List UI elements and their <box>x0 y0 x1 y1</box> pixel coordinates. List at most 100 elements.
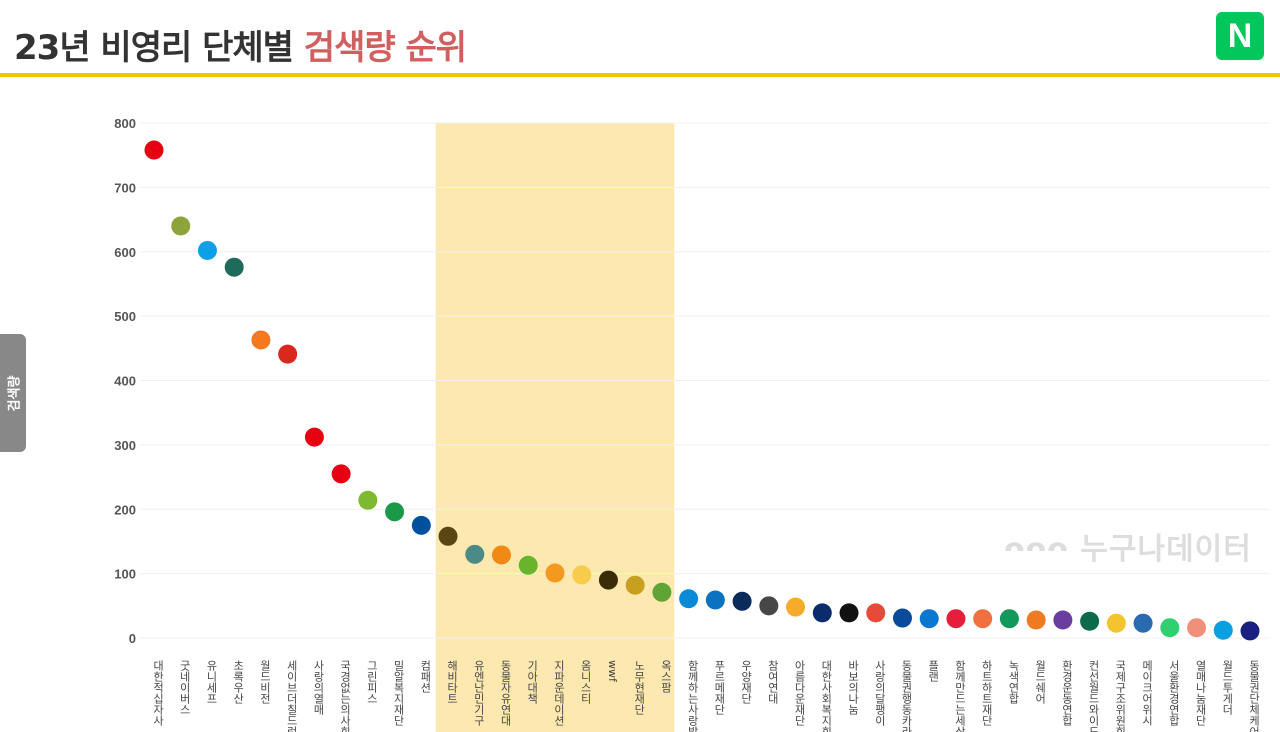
x-tick-label: 서울환경연합 <box>1167 660 1180 726</box>
data-point <box>892 608 912 628</box>
y-tick-label: 800 <box>114 116 136 131</box>
x-tick-label: 컴패션 <box>419 660 432 693</box>
naver-logo: N <box>1216 12 1264 60</box>
data-point <box>759 596 779 616</box>
title-main: 23년 비영리 단체별 <box>14 28 304 68</box>
y-tick-label: 200 <box>114 502 136 517</box>
x-tick-label: 노무현재단 <box>633 660 646 715</box>
x-tick-label: 컨선월드와이드 <box>1087 660 1100 732</box>
data-point <box>492 545 512 565</box>
y-tick-label: 100 <box>114 567 136 582</box>
data-point <box>946 609 966 629</box>
data-point <box>385 502 405 522</box>
data-point <box>679 589 699 609</box>
x-tick-label: 플랜 <box>927 660 940 682</box>
data-point <box>866 603 886 623</box>
data-point <box>1026 610 1046 630</box>
x-tick-label: 대한사회복지회 <box>820 660 833 732</box>
data-point <box>144 140 164 160</box>
title-highlight: 검색량 순위 <box>303 28 467 68</box>
data-point <box>732 591 752 611</box>
y-tick-label: 600 <box>114 245 136 260</box>
x-tick-label: 월드비전 <box>258 660 271 704</box>
x-tick-label: 해비타트 <box>446 659 459 704</box>
data-point <box>1240 621 1260 641</box>
x-tick-label: 초록우산 <box>232 660 245 704</box>
data-point <box>438 526 458 546</box>
header-divider <box>0 73 1280 77</box>
data-point <box>1187 618 1207 638</box>
x-tick-label: 푸르메재단 <box>713 660 726 715</box>
data-point <box>278 344 298 364</box>
data-point <box>518 555 538 575</box>
y-tick-label: 700 <box>114 180 136 195</box>
data-point <box>625 575 645 595</box>
x-tick-label: 동물권단체케어 <box>1248 660 1261 732</box>
x-tick-label: 월드투게더 <box>1221 660 1234 715</box>
y-axis-label-tab: 검색량 <box>0 334 26 452</box>
x-tick-label: 열매나눔재단 <box>1194 660 1207 726</box>
data-point <box>304 427 324 447</box>
data-point <box>973 609 993 629</box>
data-point <box>1080 611 1100 631</box>
x-tick-label: 함께만드는세상 <box>953 660 966 732</box>
x-tick-label: 우양재단 <box>740 660 753 704</box>
data-point <box>224 257 244 277</box>
x-tick-label: 지파운데이션 <box>552 660 565 726</box>
x-tick-label: 하트하트재단 <box>980 659 993 726</box>
data-point <box>705 590 725 610</box>
data-point <box>786 597 806 617</box>
data-point <box>358 490 378 510</box>
x-tick-label: 옴니스티 <box>579 660 592 704</box>
data-point <box>545 563 565 583</box>
data-point <box>1160 618 1180 638</box>
y-tick-label: 400 <box>114 374 136 389</box>
data-point <box>812 603 832 623</box>
data-point <box>331 464 351 484</box>
x-tick-label: 옥스팜 <box>659 660 672 693</box>
x-tick-label: 메이크어위시 <box>1141 660 1154 726</box>
data-point <box>1213 620 1233 640</box>
x-tick-label: wwf <box>606 660 619 683</box>
x-tick-label: 녹색연합 <box>1007 660 1020 704</box>
y-tick-label: 300 <box>114 438 136 453</box>
x-tick-label: 대한적십자사 <box>152 660 165 726</box>
x-tick-label: 사랑의달팽이 <box>873 660 886 727</box>
data-point <box>1106 613 1126 633</box>
data-point <box>572 565 592 585</box>
x-tick-label: 유니세프 <box>205 660 218 704</box>
watermark: ᴖᴖᴖ 누구나데이터 <box>1004 532 1252 567</box>
data-point <box>839 603 859 623</box>
data-point <box>1053 610 1073 630</box>
x-tick-label: 국제구조위원회 <box>1114 660 1127 732</box>
y-tick-label: 0 <box>129 631 136 646</box>
data-point <box>652 582 672 602</box>
x-tick-label: 참여연대 <box>766 660 779 704</box>
data-point <box>919 609 939 629</box>
x-tick-label: 아름다운재단 <box>793 660 806 726</box>
data-point <box>411 515 431 535</box>
x-tick-label: 세이브더칠드런 <box>285 660 298 732</box>
x-tick-label: 그린피스 <box>365 660 378 704</box>
x-tick-label: 국경없는의사회 <box>339 660 352 732</box>
x-tick-label: 굿네이버스 <box>178 660 191 715</box>
x-tick-label: 월드쉐어 <box>1034 660 1047 705</box>
page-title: 23년 비영리 단체별 검색량 순위 <box>14 20 467 69</box>
highlight-band <box>435 123 675 732</box>
data-point <box>197 240 217 260</box>
x-tick-label: 유엔난민기구 <box>472 660 485 726</box>
x-tick-label: 동물자유연대 <box>499 660 512 726</box>
data-point <box>999 609 1019 629</box>
data-point <box>1133 613 1153 633</box>
data-point <box>598 570 618 590</box>
x-tick-label: 밀알복지재단 <box>392 660 405 726</box>
y-tick-label: 500 <box>114 309 136 324</box>
data-point <box>251 330 271 350</box>
x-tick-label: 기아대책 <box>526 660 539 704</box>
x-tick-label: 사랑의열매 <box>312 660 325 715</box>
x-tick-label: 함께하는사랑밭 <box>686 660 699 732</box>
x-tick-label: 환경운동연합 <box>1060 660 1073 726</box>
x-tick-label: 동물권행동카라 <box>900 660 913 732</box>
data-point <box>171 216 191 236</box>
